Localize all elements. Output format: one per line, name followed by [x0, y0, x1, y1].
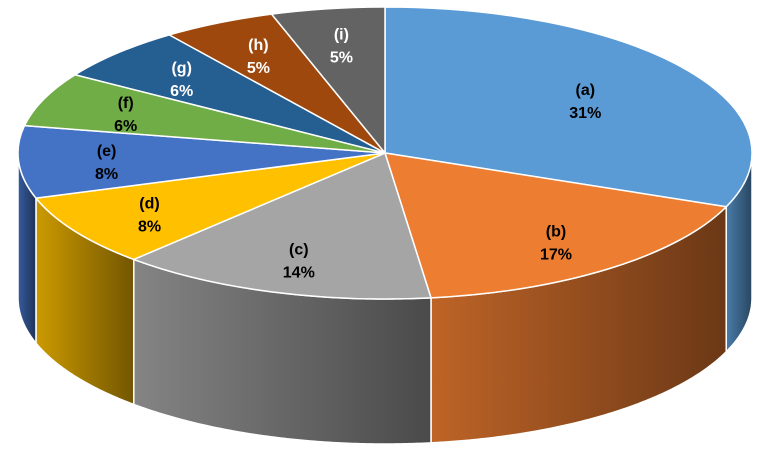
pie-slice-b [384, 152, 727, 299]
slice-label-a: (a) [576, 82, 596, 99]
slice-label-h: (h) [248, 37, 268, 54]
pie-slice-d [35, 152, 386, 261]
pie-top-layer [17, 6, 753, 300]
slice-label-g: (g) [171, 60, 191, 77]
pie-label-layer: (a) 31% (b) 17% (c) 14% (d) 8% (e) 8% (f) 6% (g) 6% (h… [95, 26, 601, 281]
slice-percent-g: 6% [170, 83, 193, 100]
slice-label-d: (d) [139, 196, 159, 213]
slice-label-e: (e) [97, 143, 117, 160]
slice-label-c: (c) [289, 242, 309, 259]
pie-slice-c [133, 152, 432, 300]
slice-percent-f: 6% [114, 118, 137, 135]
pie-slice-f [23, 74, 386, 154]
slice-percent-c: 14% [283, 265, 315, 282]
pie-slice-e [17, 124, 386, 199]
pie-slice-i [270, 6, 386, 154]
slice-percent-i: 5% [330, 49, 353, 66]
slice-percent-d: 8% [138, 219, 161, 236]
slice-percent-b: 17% [540, 247, 572, 264]
slice-percent-a: 31% [569, 105, 601, 122]
slice-label-f: (f) [118, 95, 134, 112]
slice-label-i: (i) [334, 26, 349, 43]
slice-label-b: (b) [546, 224, 566, 241]
slice-percent-h: 5% [247, 60, 270, 77]
slice-percent-e: 8% [95, 166, 118, 183]
pie-slice-a [384, 6, 753, 208]
pie-slice-g [74, 34, 386, 154]
